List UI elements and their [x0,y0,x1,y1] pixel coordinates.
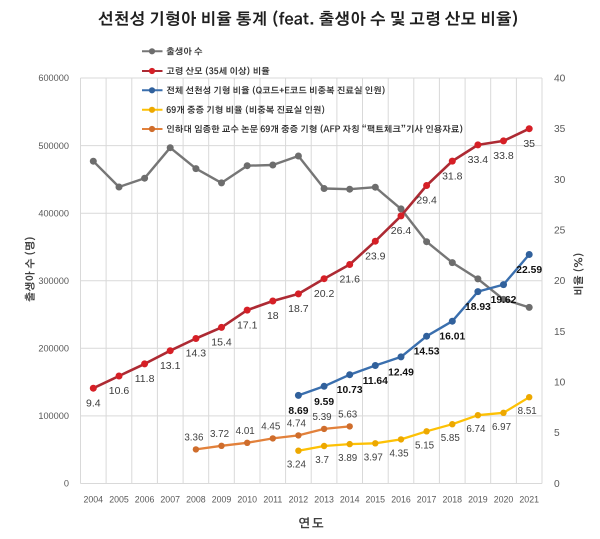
svg-text:2012: 2012 [289,495,309,505]
svg-text:0: 0 [554,479,560,490]
svg-text:10.6: 10.6 [109,385,130,397]
svg-text:100000: 100000 [38,411,69,421]
svg-text:21.6: 21.6 [339,274,360,286]
svg-text:11.8: 11.8 [135,373,155,385]
svg-text:18.7: 18.7 [288,303,309,315]
svg-text:2013: 2013 [314,495,334,505]
svg-text:10: 10 [554,378,566,389]
svg-text:2007: 2007 [160,495,180,505]
svg-text:31.8: 31.8 [442,170,463,182]
svg-text:5.39: 5.39 [313,412,332,423]
svg-text:5: 5 [554,428,560,439]
svg-text:22.59: 22.59 [516,265,542,276]
svg-text:6.97: 6.97 [492,422,511,433]
svg-text:35: 35 [554,124,566,135]
svg-text:4.74: 4.74 [287,418,307,429]
svg-text:23.9: 23.9 [365,250,386,262]
svg-text:5.63: 5.63 [338,409,358,420]
svg-text:10.73: 10.73 [337,385,363,396]
svg-text:2014: 2014 [340,495,360,505]
svg-text:2004: 2004 [84,495,104,505]
svg-text:9.59: 9.59 [314,397,334,408]
svg-text:19.62: 19.62 [491,295,517,306]
svg-text:30: 30 [554,175,566,186]
svg-text:2010: 2010 [237,495,257,505]
svg-text:26.4: 26.4 [391,225,412,237]
svg-text:600000: 600000 [38,73,69,83]
svg-text:5.15: 5.15 [415,440,435,451]
svg-text:2019: 2019 [468,495,488,505]
svg-text:200000: 200000 [38,344,69,354]
svg-text:15.4: 15.4 [211,337,232,349]
svg-text:2016: 2016 [391,495,411,505]
svg-text:4.35: 4.35 [389,448,409,459]
svg-text:3.89: 3.89 [338,453,357,464]
svg-text:3.7: 3.7 [315,455,329,466]
svg-text:18: 18 [267,310,279,322]
svg-text:4.45: 4.45 [261,421,281,432]
svg-text:0: 0 [64,479,69,489]
svg-text:12.49: 12.49 [388,367,414,378]
svg-text:17.1: 17.1 [237,319,258,331]
svg-text:16.01: 16.01 [439,332,465,343]
svg-text:3.97: 3.97 [364,452,383,463]
svg-text:33.4: 33.4 [468,154,489,166]
svg-text:300000: 300000 [38,276,69,286]
svg-text:13.1: 13.1 [160,360,181,372]
svg-text:2011: 2011 [263,495,282,505]
svg-text:2017: 2017 [417,495,437,505]
svg-text:2020: 2020 [494,495,514,505]
svg-text:25: 25 [554,226,566,237]
svg-text:2015: 2015 [366,495,386,505]
svg-text:3.24: 3.24 [287,460,307,471]
svg-text:2006: 2006 [135,495,155,505]
svg-text:6.74: 6.74 [466,424,486,435]
svg-text:14.53: 14.53 [414,347,440,358]
svg-text:20: 20 [554,276,566,287]
svg-text:2009: 2009 [212,495,232,505]
svg-text:29.4: 29.4 [416,195,437,207]
svg-text:9.4: 9.4 [86,397,101,409]
svg-text:2021: 2021 [519,495,539,505]
svg-text:35: 35 [523,138,535,150]
svg-text:2018: 2018 [443,495,463,505]
svg-text:400000: 400000 [38,208,69,218]
svg-text:500000: 500000 [38,141,69,151]
svg-text:2005: 2005 [109,495,129,505]
svg-text:2008: 2008 [186,495,206,505]
svg-text:11.64: 11.64 [363,376,388,387]
svg-text:4.01: 4.01 [236,426,255,437]
svg-text:14.3: 14.3 [186,348,207,360]
svg-text:8.69: 8.69 [288,406,308,417]
svg-text:18.93: 18.93 [465,302,491,313]
svg-text:8.51: 8.51 [518,406,537,417]
svg-text:20.2: 20.2 [314,288,335,300]
svg-text:3.72: 3.72 [210,429,229,440]
svg-text:40: 40 [554,73,566,84]
svg-text:3.36: 3.36 [184,432,204,443]
svg-text:15: 15 [554,327,566,338]
svg-text:5.85: 5.85 [441,433,461,444]
svg-text:33.8: 33.8 [493,150,514,162]
